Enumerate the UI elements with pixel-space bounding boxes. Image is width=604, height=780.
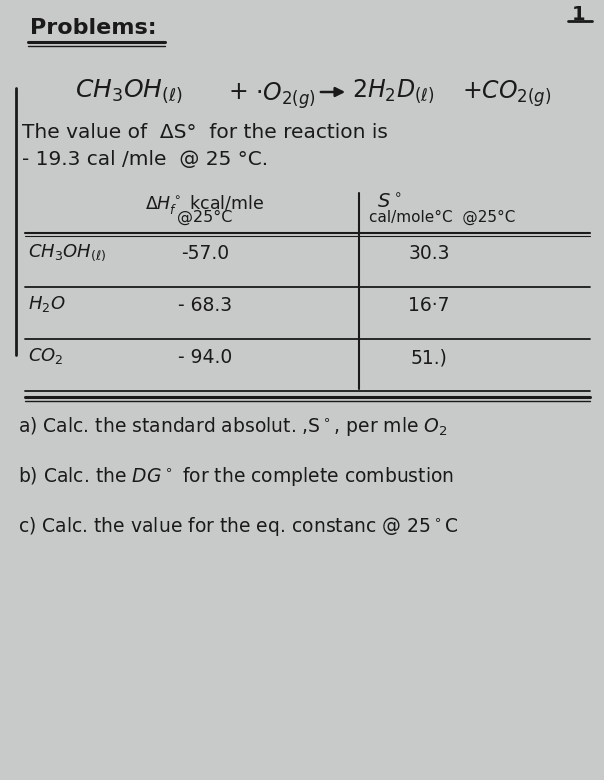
Text: $CO_2$: $CO_2$ <box>28 346 63 366</box>
Text: c) Calc. the value for the eq. constanc @ 25$^\circ$C: c) Calc. the value for the eq. constanc … <box>18 515 458 538</box>
Text: - 19.3 cal /mle  @ 25 °C.: - 19.3 cal /mle @ 25 °C. <box>22 150 268 169</box>
Text: 16·7: 16·7 <box>408 296 450 315</box>
Text: 1: 1 <box>572 5 586 24</box>
Text: a) Calc. the standard absolut. ,S$^\circ$, per mle $O_2$: a) Calc. the standard absolut. ,S$^\circ… <box>18 415 448 438</box>
Text: 51.): 51.) <box>411 348 448 367</box>
Text: cal/mole°C  @25°C: cal/mole°C @25°C <box>369 210 515 225</box>
Text: @25°C: @25°C <box>178 210 233 225</box>
Text: $\cdot O_{2(g)}$: $\cdot O_{2(g)}$ <box>255 80 316 111</box>
Text: $CH_3OH_{(\ell)}$: $CH_3OH_{(\ell)}$ <box>28 242 106 263</box>
Text: -57.0: -57.0 <box>181 244 229 263</box>
Text: - 94.0: - 94.0 <box>178 348 232 367</box>
Text: $S^\circ$: $S^\circ$ <box>377 193 402 212</box>
Text: $+$: $+$ <box>228 80 247 104</box>
Text: The value of  ΔS°  for the reaction is: The value of ΔS° for the reaction is <box>22 123 388 142</box>
Text: $+CO_{2(g)}$: $+CO_{2(g)}$ <box>462 78 551 108</box>
Text: - 68.3: - 68.3 <box>178 296 232 315</box>
Text: $\Delta H_f^\circ$ kcal/mle: $\Delta H_f^\circ$ kcal/mle <box>146 193 265 216</box>
Text: $2H_2D_{(\ell)}$: $2H_2D_{(\ell)}$ <box>352 78 434 105</box>
Text: $CH_3OH_{(\ell)}$: $CH_3OH_{(\ell)}$ <box>75 78 183 105</box>
Text: Problems:: Problems: <box>30 18 156 38</box>
Text: b) Calc. the $DG^\circ$ for the complete combustion: b) Calc. the $DG^\circ$ for the complete… <box>18 465 454 488</box>
Text: $H_2O$: $H_2O$ <box>28 294 65 314</box>
Text: 30.3: 30.3 <box>408 244 450 263</box>
